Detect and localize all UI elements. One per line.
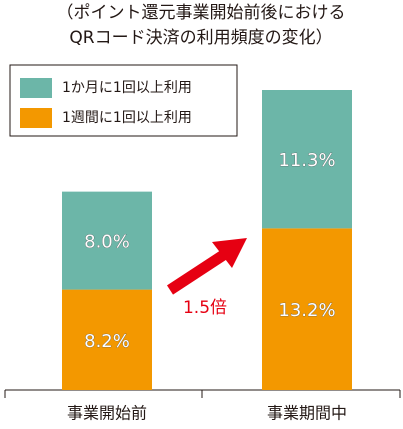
legend-swatch	[20, 108, 52, 128]
x-tick-label: 事業開始前	[67, 404, 147, 423]
bar-segment	[62, 191, 152, 290]
arrow-shaft	[166, 247, 232, 295]
chart-title: （ポイント還元事業開始前後における	[57, 3, 346, 23]
bar-segment	[262, 90, 352, 229]
value-label: 8.2%	[84, 331, 130, 352]
annotation: 1.5倍	[183, 298, 227, 318]
value-label: 11.3%	[278, 150, 335, 171]
arrow-head	[212, 238, 247, 268]
bar-segment	[262, 228, 352, 390]
value-label: 8.0%	[84, 232, 130, 253]
bar-segment	[62, 289, 152, 390]
x-tick-label: 事業期間中	[267, 404, 347, 423]
chart-title: QRコード決済の利用頻度の変化）	[69, 28, 332, 48]
value-label: 13.2%	[278, 300, 335, 321]
legend-label: 1週間に1回以上利用	[62, 110, 192, 126]
legend-swatch	[20, 78, 52, 98]
legend-label: 1か月に1回以上利用	[62, 80, 192, 96]
